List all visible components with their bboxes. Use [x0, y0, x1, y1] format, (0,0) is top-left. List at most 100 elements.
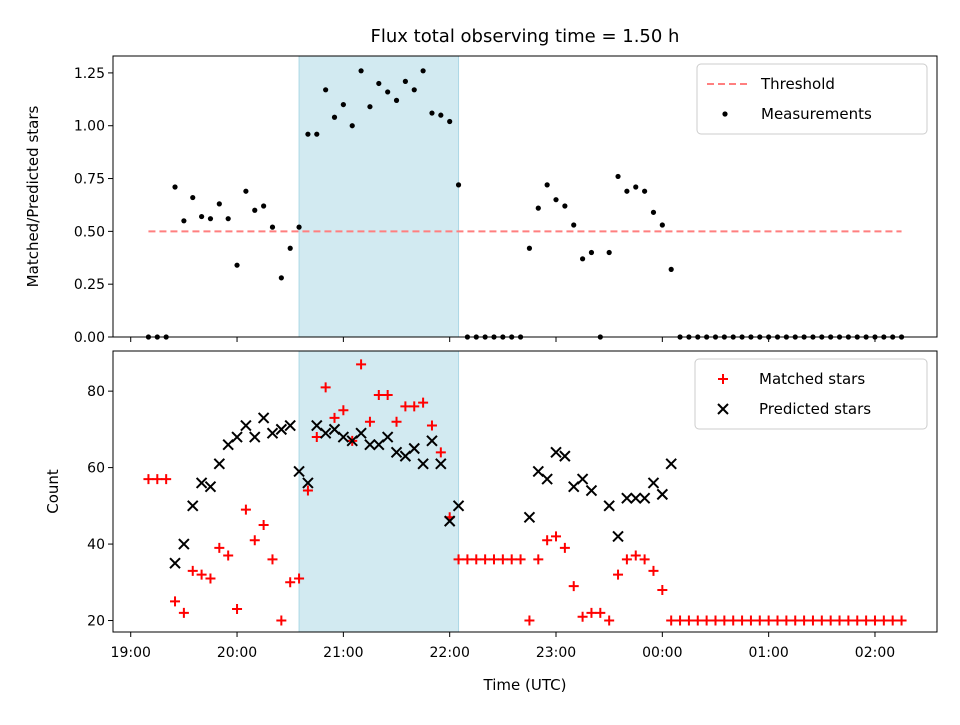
data-point — [621, 554, 632, 565]
data-point — [269, 224, 276, 230]
x-tick-label: 23:00 — [536, 645, 576, 661]
data-point — [178, 607, 189, 618]
data-point — [562, 203, 568, 209]
data-point — [329, 412, 340, 423]
data-point — [455, 182, 462, 188]
data-point — [169, 557, 181, 569]
data-point — [411, 87, 417, 93]
data-point — [630, 492, 642, 504]
data-point — [834, 615, 845, 626]
data-point — [497, 554, 508, 565]
data-point — [471, 554, 482, 565]
data-point — [195, 477, 208, 489]
data-point — [551, 531, 562, 542]
data-point — [400, 401, 411, 412]
data-point — [559, 450, 571, 462]
data-point — [816, 615, 827, 626]
y-tick-label: 40 — [87, 537, 105, 553]
data-point — [276, 615, 287, 626]
data-point — [364, 416, 375, 427]
data-point — [293, 465, 305, 478]
y-tick-label: 0.75 — [74, 172, 105, 188]
data-point — [438, 112, 444, 118]
series-predicted-stars — [169, 412, 677, 569]
data-point — [577, 611, 588, 622]
y-tick-label: 0.50 — [74, 224, 105, 240]
data-point — [355, 427, 367, 439]
data-point — [225, 216, 231, 222]
data-point — [261, 203, 267, 209]
data-point — [284, 419, 296, 432]
data-point — [606, 249, 612, 256]
data-point — [668, 266, 674, 272]
data-point — [234, 262, 240, 268]
data-point — [515, 554, 526, 565]
data-point — [647, 477, 660, 489]
data-point — [409, 401, 420, 412]
data-point — [642, 188, 648, 194]
y-tick-label: 1.25 — [74, 66, 105, 82]
data-point — [199, 213, 205, 220]
data-point — [266, 427, 279, 439]
data-point — [825, 615, 836, 626]
data-point — [216, 201, 222, 207]
data-point — [728, 615, 739, 626]
data-point — [586, 607, 597, 618]
data-point — [533, 554, 544, 565]
data-point — [488, 554, 499, 565]
data-point — [187, 565, 198, 576]
data-point — [790, 615, 801, 626]
data-point — [719, 615, 730, 626]
legend: Threshold Measurements — [696, 63, 928, 135]
legend-label: Measurements — [761, 105, 872, 123]
y-axis-label: Matched/Predicted stars — [24, 106, 42, 288]
data-point — [630, 550, 641, 561]
data-point — [196, 569, 207, 580]
data-point — [666, 615, 677, 626]
data-point — [331, 114, 338, 120]
y-tick-label: 20 — [87, 614, 105, 630]
data-point — [376, 80, 382, 87]
x-tick-label: 00:00 — [642, 645, 682, 661]
data-point — [535, 205, 541, 211]
data-point — [249, 431, 261, 443]
x-axis-label: Time (UTC) — [483, 676, 567, 694]
data-point — [701, 615, 712, 626]
data-point — [223, 550, 234, 561]
data-point — [257, 412, 270, 424]
data-point — [585, 484, 598, 497]
data-point — [781, 615, 792, 626]
data-point — [302, 477, 314, 489]
data-point — [381, 431, 394, 443]
data-point — [367, 104, 373, 110]
data-point — [252, 207, 258, 213]
data-point — [190, 194, 196, 201]
y-tick-label: 60 — [87, 461, 105, 477]
legend-label: Matched stars — [759, 370, 865, 388]
data-point — [249, 535, 260, 546]
data-point — [373, 389, 384, 400]
data-point — [869, 615, 880, 626]
data-point — [178, 538, 190, 550]
data-point — [603, 500, 615, 512]
data-point — [657, 584, 668, 595]
data-point — [143, 474, 154, 485]
data-point — [650, 209, 657, 215]
data-point — [772, 615, 783, 626]
data-point — [285, 577, 296, 588]
data-point — [615, 173, 621, 180]
data-point — [710, 615, 721, 626]
y-tick-label: 1.00 — [74, 119, 105, 135]
data-point — [613, 569, 624, 580]
data-point — [553, 197, 559, 203]
data-point — [633, 184, 639, 190]
data-point — [763, 615, 774, 626]
data-point — [231, 431, 243, 443]
data-point — [523, 511, 536, 524]
data-point — [443, 515, 456, 527]
data-point — [612, 530, 624, 543]
data-point — [447, 118, 453, 125]
data-point — [435, 458, 447, 470]
panel-count: 20 40 60 80 19:00 20:00 21:00 22:00 23:00 00:00 01… — [44, 350, 938, 694]
